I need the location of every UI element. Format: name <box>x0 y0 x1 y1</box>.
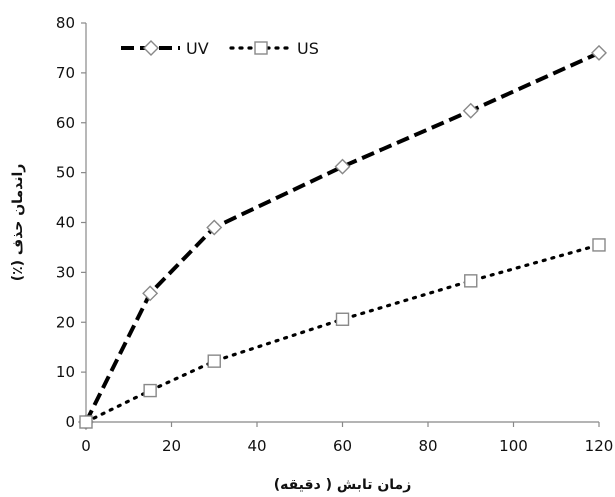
square-marker <box>207 354 221 368</box>
diamond-marker <box>142 285 159 302</box>
legend-item-uv: UV <box>121 39 209 58</box>
data-point <box>207 354 221 368</box>
square-marker <box>592 238 606 252</box>
x-tick-label: 0 <box>81 437 91 455</box>
x-tick-label: 100 <box>499 437 528 455</box>
x-ticks: 0 20 40 60 80 100 120 <box>81 422 613 455</box>
legend: UV US <box>121 39 319 58</box>
x-tick-label: 60 <box>333 437 352 455</box>
legend-label: US <box>297 39 319 58</box>
y-tick-label: 40 <box>56 214 75 232</box>
data-point <box>142 285 159 302</box>
square-marker <box>143 383 157 398</box>
data-point <box>334 158 351 175</box>
square-marker <box>254 41 268 55</box>
square-marker <box>464 274 478 288</box>
series-uv <box>78 44 607 430</box>
series-layer <box>78 44 607 430</box>
data-point <box>335 312 350 326</box>
series-line <box>84 243 601 424</box>
series-us <box>79 238 606 429</box>
x-axis-title: زمان تابش ( دقیقه) <box>274 477 412 493</box>
data-point <box>79 415 93 429</box>
diamond-marker <box>143 40 159 56</box>
data-point <box>591 44 607 61</box>
diamond-marker <box>591 44 607 61</box>
y-tick-label: 30 <box>56 263 75 281</box>
x-tick-label: 120 <box>585 437 614 455</box>
axes <box>85 23 599 423</box>
data-point <box>143 383 157 398</box>
data-point <box>592 238 606 252</box>
data-point <box>464 274 478 288</box>
data-point <box>462 102 479 119</box>
x-tick-label: 40 <box>247 437 266 455</box>
diamond-marker <box>462 102 479 119</box>
legend-label: UV <box>186 39 209 58</box>
x-tick-label: 80 <box>418 437 437 455</box>
diamond-marker <box>206 219 223 236</box>
square-marker <box>335 312 350 326</box>
y-tick-label: 70 <box>56 64 75 82</box>
x-tick-label: 20 <box>162 437 181 455</box>
y-tick-label: 50 <box>56 164 75 182</box>
series-line <box>84 51 600 423</box>
legend-item-us: US <box>229 39 319 58</box>
y-tick-label: 0 <box>65 413 75 431</box>
diamond-marker <box>334 158 351 175</box>
y-tick-label: 60 <box>56 114 75 132</box>
y-ticks: 0 10 20 30 40 50 60 70 80 <box>56 14 86 431</box>
square-marker <box>79 415 93 429</box>
y-axis-title: راندمان حذف (٪) <box>10 164 26 282</box>
y-tick-label: 20 <box>56 313 75 331</box>
y-tick-label: 80 <box>56 14 75 32</box>
data-point <box>206 219 223 236</box>
y-tick-label: 10 <box>56 363 75 381</box>
